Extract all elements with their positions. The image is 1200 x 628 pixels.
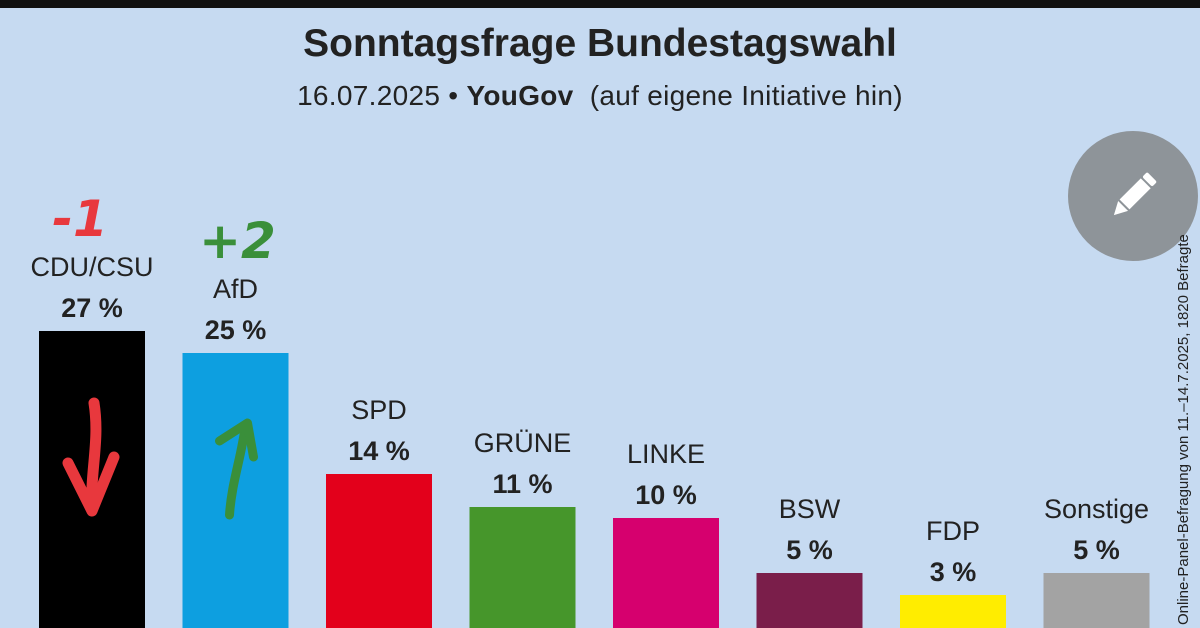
separator: • <box>448 80 459 111</box>
chart-title: Sonntagsfrage Bundestagswahl <box>303 22 897 65</box>
annotation-afd: +2 <box>199 212 276 270</box>
pencil-icon <box>1113 172 1157 216</box>
party-label-spd: SPD <box>351 395 407 425</box>
up-arrow-icon <box>225 420 250 520</box>
poll-note: (auf eigene Initiative hin) <box>589 80 903 111</box>
poll-source: YouGov <box>466 80 574 111</box>
party-label-afd: AfD <box>213 274 258 304</box>
party-label-cdu-csu: CDU/CSU <box>30 252 153 282</box>
value-label-spd: 14 % <box>348 436 410 466</box>
party-label-bsw: BSW <box>779 494 841 524</box>
down-arrowhead-icon <box>62 451 120 517</box>
bar-sonstige <box>1043 573 1150 628</box>
bar-gr-ne <box>469 507 576 628</box>
edit-button[interactable] <box>1068 131 1198 261</box>
bar-spd <box>326 474 432 628</box>
value-label-sonstige: 5 % <box>1073 535 1120 565</box>
value-label-bsw: 5 % <box>786 535 833 565</box>
bar-bsw <box>756 573 863 628</box>
party-label-fdp: FDP <box>926 516 980 546</box>
party-label-gr-ne: GRÜNE <box>474 428 572 458</box>
poll-date: 16.07.2025 <box>297 80 441 111</box>
value-label-cdu-csu: 27 % <box>61 293 123 323</box>
party-label-sonstige: Sonstige <box>1044 494 1149 524</box>
value-label-gr-ne: 11 % <box>492 469 552 499</box>
chart-subtitle: 16.07.2025 • YouGov (auf eigene Initiati… <box>0 80 1200 112</box>
bar-linke <box>613 518 719 628</box>
value-label-afd: 25 % <box>205 315 267 345</box>
methodology-note: Online-Panel-Befragung von 11.–14.7.2025… <box>1175 234 1192 625</box>
bar-fdp <box>900 595 1006 628</box>
party-label-linke: LINKE <box>627 439 705 469</box>
top-border <box>0 0 1200 8</box>
annotation-cdu-csu: -1 <box>52 190 108 248</box>
up-arrowhead-icon <box>215 418 258 462</box>
value-label-fdp: 3 % <box>930 557 977 587</box>
value-label-linke: 10 % <box>635 480 697 510</box>
